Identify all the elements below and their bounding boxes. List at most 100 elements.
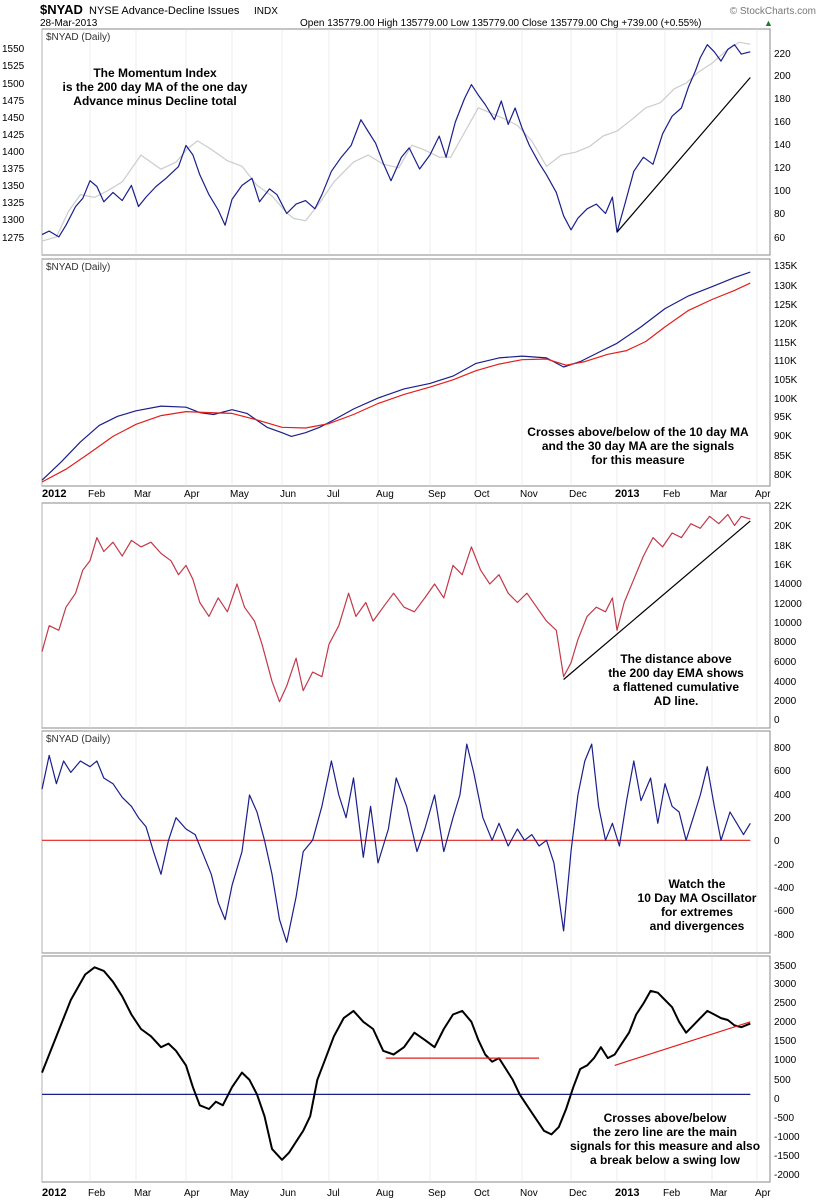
x-tick-label: Sep	[428, 489, 446, 500]
series-line-2	[41, 966, 751, 1161]
annotation-text: The distance above	[620, 652, 732, 666]
panel-3: 22K 20K 18K 16K 14000 12000 10000 8000 6000 4000 2…	[41, 501, 802, 729]
right-tick-label: 10000	[774, 618, 802, 629]
x-tick-label: Dec	[569, 489, 587, 500]
right-tick-label: 0	[774, 836, 780, 847]
right-tick-label: 105K	[774, 375, 798, 386]
right-tick-label: 800	[774, 743, 791, 754]
series-line-4	[614, 1021, 751, 1066]
ohlc-line: Open 135779.00 High 135779.00 Low 135779…	[300, 18, 701, 29]
right-tick-label: -1000	[774, 1132, 800, 1143]
series-line-2	[41, 282, 751, 483]
x-tick-label: Apr	[184, 489, 200, 500]
right-tick-label: 500	[774, 1075, 791, 1086]
right-tick-label: 120K	[774, 319, 798, 330]
right-tick-label: 1000	[774, 1055, 797, 1066]
annotation-text: Crosses above/below	[604, 1111, 727, 1125]
right-tick-label: 115K	[774, 338, 797, 349]
annotation-text: signals for this measure and also	[570, 1139, 760, 1153]
right-tick-label: 130K	[774, 281, 798, 292]
x-tick-label: Jul	[327, 1188, 340, 1199]
right-tick-label: -400	[774, 883, 794, 894]
right-tick-label: 0	[774, 1094, 780, 1105]
right-tick-label: -1500	[774, 1151, 800, 1162]
annotation-text: Advance minus Decline total	[73, 94, 236, 108]
left-tick-label: 1350	[2, 181, 25, 192]
right-tick-label: 6000	[774, 657, 797, 668]
x-tick-label: Jun	[280, 1188, 296, 1199]
symbol-label: $NYAD	[40, 2, 83, 17]
annotation-text: the 200 day EMA shows	[608, 666, 744, 680]
right-tick-label: 2500	[774, 998, 797, 1009]
right-tick-label: 200	[774, 71, 791, 82]
right-tick-label: 14000	[774, 579, 802, 590]
x-tick-label: Mar	[710, 489, 728, 500]
panel-5: 3500 3000 2500 2000 1500 1000 500 0 -500 -1000 -15…	[41, 955, 800, 1183]
series-line-2	[41, 743, 751, 943]
x-tick-label: Mar	[134, 489, 152, 500]
panel-frame	[41, 28, 771, 256]
x-tick-label: Nov	[520, 1188, 538, 1199]
x-tick-label: Sep	[428, 1188, 446, 1199]
x-tick-label: Aug	[376, 1188, 394, 1199]
right-tick-label: 160	[774, 117, 791, 128]
left-tick-label: 1550	[2, 44, 25, 55]
right-tick-label: 1500	[774, 1036, 797, 1047]
right-tick-label: 100K	[774, 394, 798, 405]
right-tick-label: 85K	[774, 451, 792, 462]
x-tick-label: Jun	[280, 489, 296, 500]
annotation-text: for extremes	[661, 905, 733, 919]
series-line-1	[41, 41, 751, 242]
x-tick-label: 2012	[42, 1187, 66, 1199]
right-tick-label: 135K	[774, 261, 798, 272]
right-tick-label: 90K	[774, 431, 792, 442]
annotation-text: a flattened cumulative	[613, 680, 739, 694]
left-tick-label: 1325	[2, 198, 25, 209]
x-tick-label: Feb	[663, 1188, 681, 1199]
series-line-1	[41, 513, 751, 703]
right-tick-label: 8000	[774, 637, 797, 648]
x-tick-label: Mar	[710, 1188, 728, 1199]
panel-label: $NYAD (Daily)	[46, 734, 110, 745]
right-tick-label: 110K	[774, 356, 797, 367]
x-tick-label: Apr	[184, 1188, 200, 1199]
chart-date: 28-Mar-2013	[40, 18, 98, 29]
right-tick-label: -200	[774, 860, 794, 871]
x-tick-label: Mar	[134, 1188, 152, 1199]
right-tick-label: 220	[774, 49, 791, 60]
right-tick-label: 60	[774, 233, 786, 244]
left-tick-label: 1300	[2, 215, 25, 226]
right-tick-label: 16K	[774, 560, 792, 571]
left-tick-label: 1525	[2, 61, 25, 72]
right-tick-label: 3000	[774, 979, 797, 990]
right-tick-label: -600	[774, 906, 794, 917]
x-tick-label: Oct	[474, 1188, 490, 1199]
series-line-3	[616, 77, 751, 233]
x-tick-label: Feb	[88, 489, 106, 500]
annotation-text: Watch the	[669, 877, 726, 891]
right-tick-label: 400	[774, 790, 791, 801]
right-tick-label: 0	[774, 715, 780, 726]
annotation-text: and the 30 day MA are the signals	[542, 439, 735, 453]
left-tick-label: 1450	[2, 113, 25, 124]
panel-4: 800 600 400 200 0 -200 -400 -600 -800 $NYAD (Dail…	[41, 730, 794, 954]
right-tick-label: 100	[774, 186, 791, 197]
panel-frame	[41, 258, 771, 487]
left-tick-label: 1475	[2, 96, 25, 107]
right-tick-label: -500	[774, 1113, 794, 1124]
right-tick-label: 12000	[774, 599, 802, 610]
right-tick-label: 95K	[774, 412, 792, 423]
right-tick-label: 140	[774, 140, 791, 151]
panel-frame	[41, 730, 771, 954]
annotation-text: a break below a swing low	[590, 1153, 741, 1167]
x-tick-label: Aug	[376, 489, 394, 500]
exchange-label: INDX	[254, 6, 278, 17]
right-tick-label: 125K	[774, 300, 798, 311]
left-tick-label: 1425	[2, 130, 25, 141]
x-tick-label: May	[230, 1188, 249, 1199]
right-tick-label: 20K	[774, 521, 792, 532]
x-tick-label: Apr	[755, 1188, 771, 1199]
series-line-1	[41, 271, 751, 481]
change-up-icon: ▲	[764, 18, 773, 28]
